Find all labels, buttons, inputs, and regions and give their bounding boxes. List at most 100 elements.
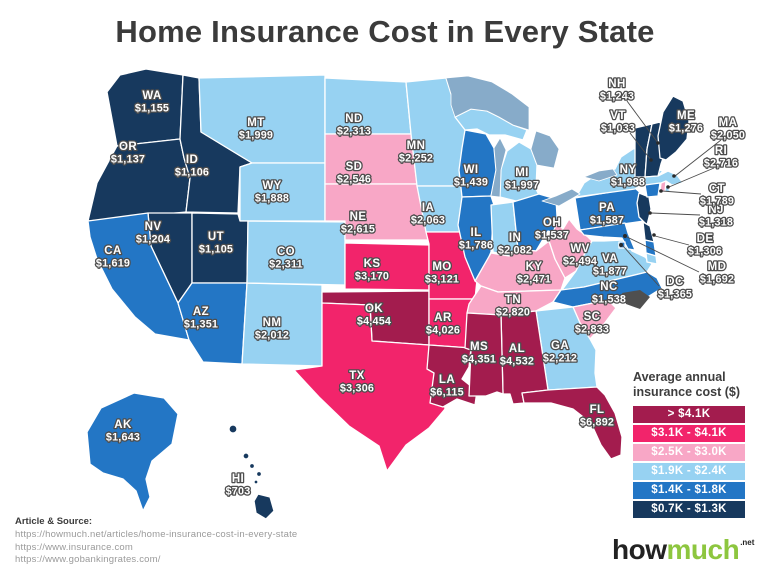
page-title: Home Insurance Cost in Every State: [115, 14, 655, 49]
leader-line-ri: [668, 167, 715, 188]
state-md: [579, 222, 636, 251]
state-label-ca: CA $1,619: [96, 245, 130, 270]
state-co: [246, 220, 346, 286]
state-label-ga: GA $2,212: [543, 340, 577, 365]
state-label-nm: NM $2,012: [255, 317, 289, 342]
legend-item: $3.1K - $4.1K: [633, 424, 745, 442]
state-label-wa: WA $1,155: [135, 90, 169, 115]
state-label-mt: MT $1,999: [239, 117, 273, 142]
state-label-in: IN $2,082: [498, 232, 532, 257]
leader-line-nh: [626, 100, 659, 144]
state-label-de: DE $1,306: [688, 233, 722, 258]
source-link[interactable]: https://www.insurance.com: [15, 541, 133, 553]
legend-item: > $4.1K: [633, 405, 745, 423]
leader-line-de: [654, 235, 690, 246]
city-dot: [649, 158, 653, 162]
state-label-ut: UT $1,105: [199, 231, 233, 256]
state-hi: [228, 424, 275, 520]
legend: Average annual insurance cost ($) > $4.1…: [633, 370, 745, 520]
legend-title-line2: insurance cost ($): [633, 384, 740, 399]
state-label-ms: MS $4,351: [462, 341, 496, 366]
legend-rows: > $4.1K $3.1K - $4.1K $2.5K - $3.0K $1.9K -…: [633, 405, 745, 518]
leader-line-vt: [629, 132, 652, 161]
source-block: Article & Source: https://howmuch.net/ar…: [15, 516, 297, 567]
state-label-tx: TX $3,306: [340, 370, 374, 395]
state-label-ia: IA $2,063: [411, 202, 445, 227]
city-dot: [619, 243, 623, 247]
city-dot: [656, 141, 660, 145]
lake-huron: [530, 130, 560, 169]
state-label-wy: WY $1,888: [255, 180, 289, 205]
state-ct: [644, 182, 661, 198]
state-label-ct: CT $1,789: [700, 183, 734, 208]
great-lakes-layer: [445, 75, 650, 309]
state-label-tn: TN $2,820: [496, 294, 530, 319]
source-link[interactable]: https://www.gobankingrates.com/: [15, 554, 161, 566]
city-dot: [623, 234, 627, 238]
state-wv: [548, 218, 593, 279]
state-label-va: VA $1,877: [593, 253, 627, 278]
state-label-wv: WV $2,494: [563, 243, 597, 268]
lake-superior: [445, 75, 530, 131]
city-dot: [666, 185, 670, 189]
city-dot: [652, 233, 656, 237]
state-label-mo: MO $3,121: [425, 261, 459, 286]
state-label-nv: NV $1,204: [136, 221, 170, 246]
state-label-nc: NC $1,538: [592, 281, 626, 306]
state-label-me: ME $1,276: [669, 110, 703, 135]
state-ak: [86, 392, 179, 512]
state-label-md: MD $1,692: [700, 261, 734, 286]
leader-line-ma: [674, 139, 722, 177]
city-dot: [672, 174, 676, 178]
city-dot: [659, 189, 663, 193]
source-link[interactable]: https://howmuch.net/articles/home-insura…: [15, 529, 298, 540]
state-label-al: AL $4,532: [500, 343, 534, 368]
leader-lines-layer: [619, 100, 722, 287]
state-label-mi: MI $1,997: [505, 167, 539, 192]
leader-line-nj: [650, 212, 701, 216]
state-de: [642, 221, 655, 243]
state-labels-layer: WA $1,155 OR $1,137 ID $1,106 MT $1,999 WY $1,888…: [95, 77, 747, 499]
city-dot: [648, 211, 652, 215]
legend-item: $2.5K - $3.0K: [633, 443, 745, 461]
state-nm: [241, 282, 323, 367]
states-layer: [86, 68, 690, 520]
state-label-la: LA $6,115: [430, 374, 464, 399]
state-label-nj: NJ $1,318: [699, 204, 733, 229]
logo-text-how: how: [612, 534, 667, 565]
state-label-id: ID $1,106: [175, 154, 209, 179]
state-label-wi: WI $1,439: [454, 164, 488, 189]
leader-line-md: [626, 236, 700, 273]
state-label-hi: HI $703: [226, 473, 251, 498]
lake-erie: [541, 188, 581, 207]
state-label-ky: KY $2,471: [517, 261, 551, 286]
state-label-ri: RI $2,716: [704, 145, 738, 170]
leader-line-ct: [661, 190, 702, 195]
state-tx: [293, 302, 446, 472]
state-label-co: CO $2,311: [269, 246, 303, 271]
legend-item: $1.4K - $1.8K: [633, 481, 745, 499]
state-label-fl: FL $6,892: [580, 404, 614, 429]
state-label-dc: DC $1,365: [658, 276, 692, 301]
howmuch-logo[interactable]: howmuch.net: [612, 534, 754, 566]
logo-text-much: much: [666, 534, 740, 565]
state-label-az: AZ $1,351: [184, 306, 218, 331]
state-label-sd: SD $2,546: [337, 161, 371, 186]
state-ca: [87, 212, 190, 341]
state-label-ks: KS $3,170: [355, 258, 389, 283]
state-label-sc: SC $2,833: [575, 311, 609, 336]
state-label-il: IL $1,786: [459, 227, 493, 252]
state-label-mn: MN $2,252: [399, 140, 433, 165]
state-label-ak: AK $1,643: [106, 419, 140, 444]
state-ms: [464, 312, 504, 397]
state-va-eastern-shore: [645, 252, 658, 265]
state-label-ma: MA $2,050: [711, 117, 745, 142]
legend-item: $0.7K - $1.3K: [633, 500, 745, 518]
state-la: [426, 344, 478, 408]
legend-title-line1: Average annual: [633, 370, 726, 384]
state-label-ar: AR $4,026: [426, 312, 460, 337]
state-fl: [521, 386, 623, 460]
pamlico-sound: [622, 290, 650, 309]
